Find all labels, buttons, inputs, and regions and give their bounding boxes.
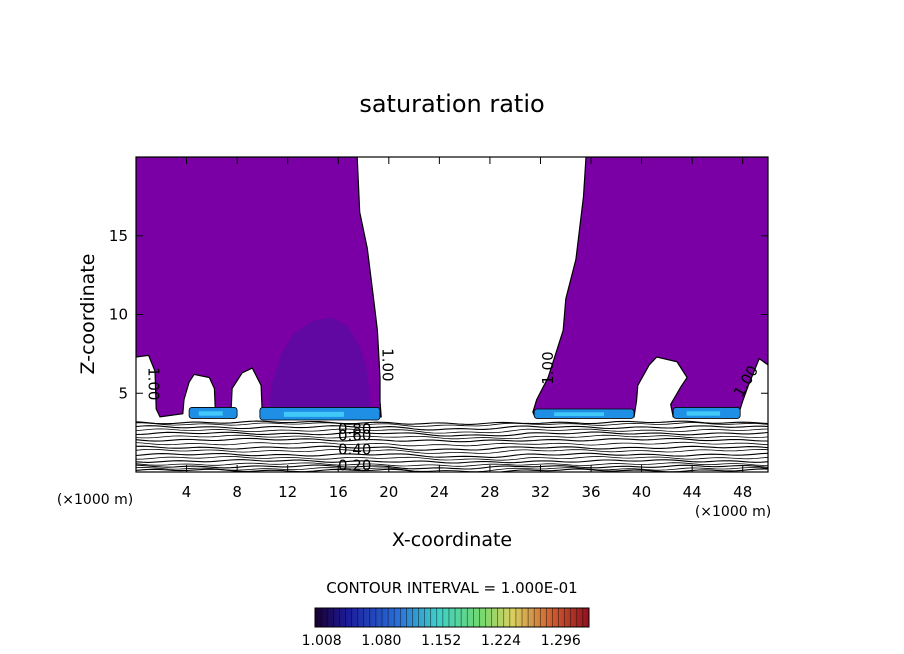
contour-label: 0.20 [338, 456, 371, 474]
colorbar-tick-label: 1.152 [421, 633, 461, 649]
x-tick-label: 8 [232, 483, 242, 501]
x-tick-label: 16 [329, 483, 348, 501]
x-tick-label: 36 [581, 483, 600, 501]
contour-line [136, 422, 768, 427]
contour-line [136, 431, 768, 437]
x-unit-left: (×1000 m) [57, 492, 133, 508]
colorbar-divisions [320, 608, 584, 627]
x-tick-label: 20 [379, 483, 398, 501]
y-tick-label: 15 [109, 227, 128, 245]
x-tick-label: 4 [182, 483, 192, 501]
contour-line [136, 441, 768, 447]
contour-line [136, 425, 768, 431]
x-tick-label: 12 [278, 483, 297, 501]
contour-line [136, 434, 768, 440]
contour-line [136, 448, 768, 454]
x-axis-label: X-coordinate [392, 529, 512, 551]
x-tick-label: 28 [480, 483, 499, 501]
contour-label: 0.60 [338, 427, 371, 445]
colorbar-tick-label: 1.224 [481, 633, 521, 649]
chart-title: saturation ratio [359, 90, 544, 118]
contour-label: 1.00 [378, 348, 396, 381]
colorbar-ticks: 1.008 1.080 1.152 1.224 1.296 [302, 633, 581, 649]
contour-labels-layer: 1.001.00 1.00 1.000.800.600.400.20 [145, 348, 762, 474]
cloud-base-core [283, 411, 344, 417]
contour-line [136, 420, 768, 425]
cloud-base-core [554, 412, 605, 417]
contour-label: 0.40 [338, 441, 371, 459]
y-tick-label: 5 [118, 384, 128, 402]
contour-line [136, 428, 768, 434]
contour-line [136, 464, 768, 470]
colorbar [314, 607, 590, 628]
x-tick-label: 24 [430, 483, 449, 501]
contour-line [136, 459, 768, 464]
enhanced-saturation-region [268, 317, 370, 416]
saturation-fill-layer [136, 157, 768, 421]
contour-line [136, 455, 768, 461]
contour-label: 1.00 [145, 367, 163, 400]
contour-line [136, 437, 768, 443]
y-axis-ticks: 5 10 15 [109, 227, 768, 402]
colorbar-tick-label: 1.080 [361, 633, 401, 649]
contour-label: 0.80 [338, 420, 371, 438]
colorbar-tick-label: 1.008 [302, 633, 342, 649]
cloud-base-core [198, 411, 223, 416]
contour-interval-text: CONTOUR INTERVAL = 1.000E-01 [326, 579, 577, 597]
x-tick-label: 44 [683, 483, 702, 501]
colorbar-tick-label: 1.296 [541, 633, 581, 649]
contour-line [136, 462, 768, 467]
cloud-right-region [532, 157, 768, 418]
x-tick-label: 40 [632, 483, 651, 501]
contour-line [136, 445, 768, 451]
contour-label: 1.00 [539, 351, 557, 384]
contour-lines-layer [136, 420, 768, 472]
x-tick-label: 48 [733, 483, 752, 501]
cloud-base-core [686, 411, 721, 416]
contour-line [136, 452, 768, 458]
contour-line [136, 467, 768, 472]
y-tick-label: 10 [109, 306, 128, 324]
x-unit-right: (×1000 m) [695, 504, 771, 520]
x-tick-label: 32 [531, 483, 550, 501]
y-axis-label: Z-coordinate [77, 254, 99, 375]
x-axis-ticks: 4 8 12 16 20 24 28 32 36 40 44 48 [182, 157, 752, 501]
